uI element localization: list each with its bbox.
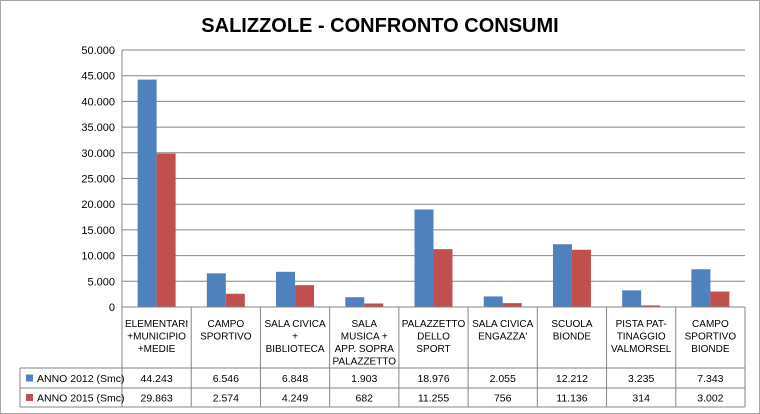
bar-series1 xyxy=(552,244,572,307)
data-label: 756 xyxy=(494,393,512,405)
y-tick-label: 50.000 xyxy=(81,45,115,57)
category-label: SPORTIVO xyxy=(685,332,737,343)
bar-series2 xyxy=(571,249,591,307)
data-label: 3.002 xyxy=(697,393,723,405)
category-label: +MEDIE xyxy=(138,344,176,355)
category-label: ENGAZZA' xyxy=(478,332,527,343)
category-label: PALAZZETTO xyxy=(333,357,397,368)
bar-series2 xyxy=(502,303,522,307)
legend-label: ANNO 2012 (Smc) xyxy=(37,373,125,385)
category-label: CAMPO xyxy=(207,319,244,330)
category-label: SALA CIVICA xyxy=(472,319,533,330)
bar-series1 xyxy=(483,296,503,307)
category-label: SCUOLA xyxy=(551,319,592,330)
category-label: APP. SOPRA xyxy=(335,344,395,355)
category-label: TINAGGIO xyxy=(617,332,666,343)
data-label: 12.212 xyxy=(556,373,588,385)
category-label: MUSICA + xyxy=(341,332,388,343)
bar-series2 xyxy=(156,153,176,307)
data-label: 11.255 xyxy=(418,393,449,405)
data-label: 2.574 xyxy=(213,393,239,405)
y-tick-label: 40.000 xyxy=(81,96,115,108)
data-label: 1.903 xyxy=(351,373,377,385)
y-tick-label: 25.000 xyxy=(81,174,115,186)
data-label: 3.235 xyxy=(628,373,654,385)
category-label: + xyxy=(292,332,298,343)
data-label: 6.848 xyxy=(282,373,308,385)
chart-title: SALIZZOLE - CONFRONTO CONSUMI xyxy=(201,15,558,37)
bar-series1 xyxy=(276,271,296,307)
data-label: 6.546 xyxy=(213,373,239,385)
data-label: 44.243 xyxy=(141,373,173,385)
y-tick-label: 45.000 xyxy=(81,71,115,83)
y-tick-label: 0 xyxy=(109,302,115,314)
category-label: PALAZZETTO xyxy=(402,319,466,330)
bars xyxy=(137,79,730,308)
category-label: +MUNICIPIO xyxy=(127,332,186,343)
y-tick-label: 35.000 xyxy=(81,122,115,134)
data-label: 18.976 xyxy=(417,373,449,385)
category-label: BIONDE xyxy=(691,344,730,355)
bar-series2 xyxy=(641,305,661,307)
bar-series1 xyxy=(345,297,365,307)
bar-series2 xyxy=(364,303,384,307)
category-label: SPORTIVO xyxy=(200,332,252,343)
data-label: 314 xyxy=(632,393,650,405)
y-tick-label: 30.000 xyxy=(81,148,115,160)
bar-series2 xyxy=(295,285,315,307)
category-label: PISTA PAT- xyxy=(616,319,667,330)
data-label: 682 xyxy=(356,393,374,405)
bar-series2 xyxy=(225,293,245,307)
y-tick-label: 20.000 xyxy=(81,199,115,211)
legend-swatch xyxy=(26,374,33,382)
bar-series1 xyxy=(691,269,711,307)
bar-series2 xyxy=(433,249,453,307)
legend-swatch xyxy=(26,394,33,401)
bar-series1 xyxy=(414,209,434,307)
bar-series2 xyxy=(710,291,730,307)
category-label: SALA xyxy=(351,319,377,330)
category-label: BIONDE xyxy=(553,332,592,343)
data-label: 4.249 xyxy=(282,393,308,405)
data-label: 2.055 xyxy=(490,373,516,385)
data-label: 7.343 xyxy=(697,373,723,385)
category-label: ELEMENTARI xyxy=(125,319,188,330)
bar-series1 xyxy=(206,273,226,307)
category-label: DELLO xyxy=(417,332,450,343)
category-label: CAMPO xyxy=(692,319,729,330)
y-axis: 0 5.000 10.000 15.000 20.000 25.000 30.000 35.0… xyxy=(81,45,123,314)
y-tick-label: 15.000 xyxy=(81,225,115,237)
category-label: BIBLIOTECA xyxy=(266,344,325,355)
bar-series1 xyxy=(137,79,157,308)
y-tick-label: 10.000 xyxy=(81,251,115,263)
data-label: 29.863 xyxy=(141,393,173,405)
category-label: SALA CIVICA xyxy=(264,319,325,330)
category-label: VALMORSEL xyxy=(611,344,672,355)
category-label: SPORT xyxy=(416,344,450,355)
legend-label: ANNO 2015 (Smc) xyxy=(37,393,125,405)
bar-series1 xyxy=(622,290,642,307)
data-table: ELEMENTARI +MUNICIPIO+MEDIE CAMPO SPORTIVO S… xyxy=(19,306,746,408)
y-tick-label: 5.000 xyxy=(87,276,115,288)
data-label: 11.136 xyxy=(556,393,587,405)
